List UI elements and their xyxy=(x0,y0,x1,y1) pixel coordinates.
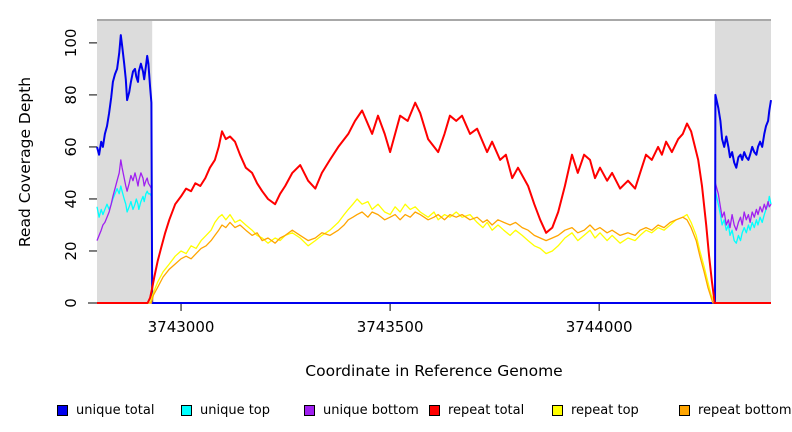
legend-label: unique top xyxy=(200,402,271,418)
y-tick-label: 80 xyxy=(62,85,80,104)
x-tick-label: 3743500 xyxy=(357,318,424,336)
legend-item-unique-bottom: unique bottom xyxy=(304,399,419,421)
legend-item-repeat-total: repeat total xyxy=(429,399,524,421)
shaded-region xyxy=(714,21,771,303)
series-line-repeat-top xyxy=(97,198,771,304)
series-line-unique-total xyxy=(96,34,772,304)
legend-swatch-repeat-bottom xyxy=(679,404,690,416)
legend-swatch-unique-bottom xyxy=(304,404,315,416)
legend-item-unique-total: unique total xyxy=(57,399,154,421)
legend-label: repeat bottom xyxy=(698,402,792,418)
legend-item-repeat-top: repeat top xyxy=(552,399,639,421)
legend-swatch-repeat-top xyxy=(552,404,563,416)
y-tick-label: 40 xyxy=(62,189,80,208)
legend-swatch-unique-total xyxy=(57,404,68,416)
legend-label: repeat total xyxy=(448,402,525,418)
y-axis-title: Read Coverage Depth xyxy=(16,77,34,247)
legend-label: repeat top xyxy=(571,402,639,418)
shaded-regions xyxy=(97,21,771,303)
x-axis-title: Coordinate in Reference Genome xyxy=(305,362,562,380)
legend-swatch-repeat-total xyxy=(429,404,440,416)
legend-swatch-unique-top xyxy=(181,404,192,416)
series-line-repeat-bottom xyxy=(97,211,771,304)
series-line-repeat-total xyxy=(97,101,771,304)
legend-item-unique-top: unique top xyxy=(181,399,270,421)
legend-item-repeat-bottom: repeat bottom xyxy=(679,399,792,421)
legend: unique total unique top unique bottom re… xyxy=(0,399,792,423)
x-tick-label: 3744000 xyxy=(566,318,633,336)
y-tick-label: 0 xyxy=(62,298,80,308)
axes: 3743000 3743500 3744000 0 20 40 60 80 100 xyxy=(62,19,771,336)
y-tick-label: 100 xyxy=(62,29,80,58)
y-tick-label: 20 xyxy=(62,241,80,260)
series-lines xyxy=(96,34,772,304)
y-tick-label: 60 xyxy=(62,137,80,156)
legend-label: unique total xyxy=(76,402,155,418)
series-line-unique-bottom xyxy=(96,159,772,304)
legend-label: unique bottom xyxy=(323,402,419,418)
x-tick-label: 3743000 xyxy=(148,318,215,336)
